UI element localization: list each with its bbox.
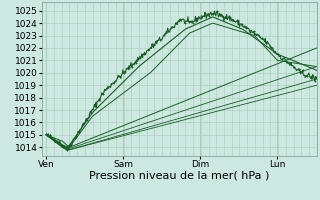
X-axis label: Pression niveau de la mer( hPa ): Pression niveau de la mer( hPa )	[89, 171, 269, 181]
